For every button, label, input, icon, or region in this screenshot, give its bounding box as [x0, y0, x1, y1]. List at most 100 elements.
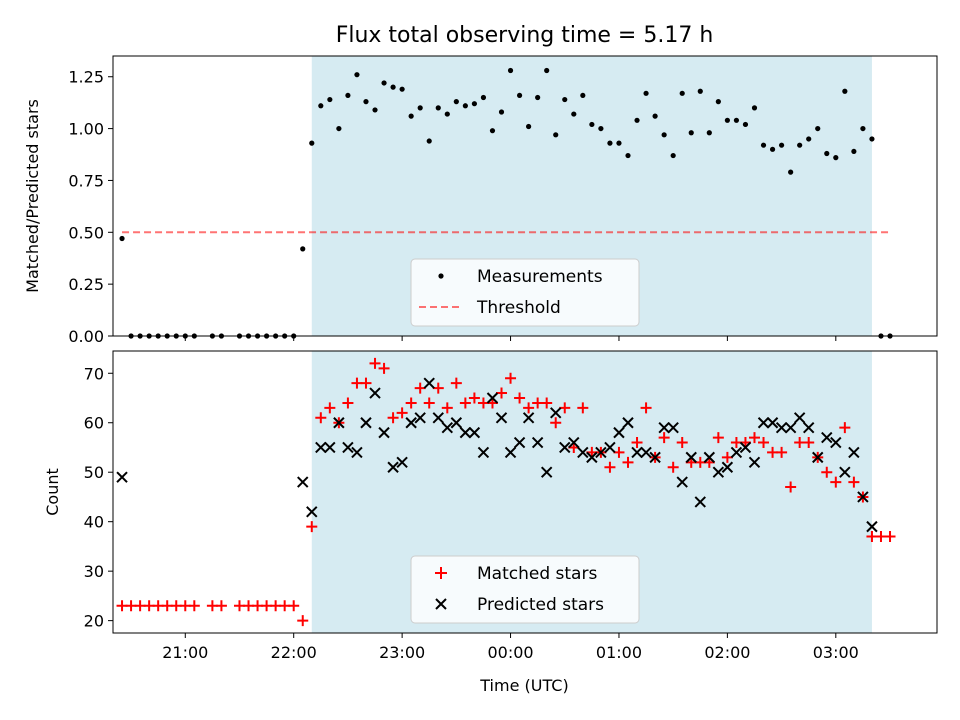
- measurement-point: [797, 142, 803, 148]
- predicted-star-point: [468, 426, 481, 439]
- matched-star-point: [423, 397, 435, 409]
- measurement-point: [553, 132, 559, 138]
- predicted-star-point: [730, 446, 743, 459]
- legend-plus-marker: [435, 567, 447, 579]
- matched-star-point: [748, 432, 760, 444]
- matched-star-point: [803, 437, 815, 449]
- predicted-star-point: [333, 417, 345, 429]
- measurement-point: [309, 140, 315, 146]
- predicted-star-point: [540, 466, 553, 478]
- predicted-star-point: [504, 446, 517, 459]
- predicted-star-point: [450, 417, 463, 429]
- predicted-star-point: [739, 441, 752, 454]
- measurement-point: [327, 96, 333, 103]
- matched-star-point: [631, 437, 643, 449]
- xtick-label: 03:00: [813, 643, 859, 662]
- matched-star-point: [505, 372, 517, 384]
- measurement-point: [544, 67, 550, 74]
- measurement-point: [815, 125, 821, 132]
- predicted-star-point: [613, 426, 625, 439]
- measurement-point: [842, 88, 848, 94]
- measurement-point: [860, 125, 866, 132]
- matched-star-point: [315, 412, 327, 424]
- predicted-star-point: [405, 417, 417, 429]
- measurement-point: [516, 92, 523, 99]
- matched-star-point: [297, 615, 309, 627]
- matched-star-point: [884, 531, 896, 543]
- predicted-star-point: [531, 436, 544, 449]
- measurement-point: [372, 107, 378, 113]
- measurement-point: [535, 94, 541, 101]
- predicted-star-point: [550, 407, 562, 419]
- predicted-star-point: [297, 476, 309, 488]
- predicted-star-point: [649, 451, 661, 464]
- predicted-star-point: [495, 412, 508, 424]
- measurement-point: [526, 123, 532, 130]
- measurement-point: [471, 101, 478, 107]
- x-axis-label: Time (UTC): [479, 676, 568, 695]
- matched-star-point: [758, 437, 770, 449]
- measurement-point: [390, 84, 396, 90]
- measurement-point: [589, 121, 595, 128]
- top-legend: Measurements Threshold: [410, 258, 640, 327]
- matched-star-point: [776, 446, 788, 458]
- matched-star-point: [712, 432, 724, 444]
- top-axes-frame: [112, 55, 938, 337]
- matched-star-point: [414, 382, 426, 394]
- measurement-point: [851, 148, 857, 155]
- predicted-star-point: [559, 441, 571, 454]
- measurement-point: [426, 138, 432, 144]
- legend-measurement-marker: [438, 273, 444, 279]
- measurement-point: [652, 113, 658, 119]
- predicted-star-point: [568, 436, 580, 449]
- matched-star-point: [378, 362, 390, 374]
- matched-star-point: [550, 417, 562, 429]
- measurement-point: [507, 67, 514, 74]
- predicted-star-point: [577, 446, 589, 459]
- predicted-star-point: [369, 387, 381, 399]
- measurement-point: [345, 92, 351, 99]
- measurement-point: [562, 96, 568, 103]
- measurement-point: [806, 136, 812, 142]
- xtick-label: 00:00: [487, 643, 533, 662]
- predicted-star-point: [676, 476, 688, 488]
- matched-star-point: [215, 600, 227, 612]
- predicted-star-point: [821, 431, 833, 444]
- predicted-star-point: [830, 436, 842, 449]
- top-y-axis-label: Matched/Predicted stars: [23, 99, 42, 293]
- matched-star-point: [387, 412, 399, 424]
- bottom-ytick-label: 40: [84, 513, 104, 532]
- measurement-point: [363, 99, 369, 105]
- top-panel: 0.00 0.25 0.50 0.75 1.00 1.25 Matched/Predict…: [23, 55, 938, 346]
- matched-star-point: [839, 422, 851, 434]
- predicted-star-point: [721, 461, 734, 473]
- bottom-ytick-label: 30: [84, 562, 104, 581]
- predicted-star-point: [387, 461, 399, 473]
- legend-measurements-label: Measurements: [477, 267, 603, 287]
- predicted-star-point: [694, 496, 706, 508]
- predicted-star-point: [459, 426, 472, 439]
- predicted-star-point: [595, 446, 607, 459]
- matched-star-point: [622, 456, 634, 468]
- measurement-point: [679, 90, 685, 96]
- predicted-star-point: [640, 446, 652, 459]
- matched-star-point: [360, 377, 372, 389]
- matched-star-point: [306, 521, 318, 533]
- predicted-star-point: [848, 446, 860, 459]
- matched-star-point: [559, 402, 571, 414]
- predicted-star-point: [757, 417, 770, 429]
- predicted-star-point: [378, 426, 390, 439]
- measurement-points: [119, 67, 893, 339]
- measurement-point: [354, 72, 360, 78]
- measurement-point: [733, 117, 740, 123]
- top-y-ticks: 0.00 0.25 0.50 0.75 1.00 1.25: [68, 68, 113, 346]
- top-ytick-label: 0.50: [68, 223, 104, 242]
- matched-star-point: [342, 397, 354, 409]
- measurement-point: [480, 94, 487, 101]
- measurement-point: [625, 152, 631, 159]
- predicted-star-points: [116, 377, 878, 533]
- top-x-ticks: [184, 336, 837, 341]
- matched-star-points: [116, 357, 896, 627]
- predicted-star-point: [586, 451, 598, 464]
